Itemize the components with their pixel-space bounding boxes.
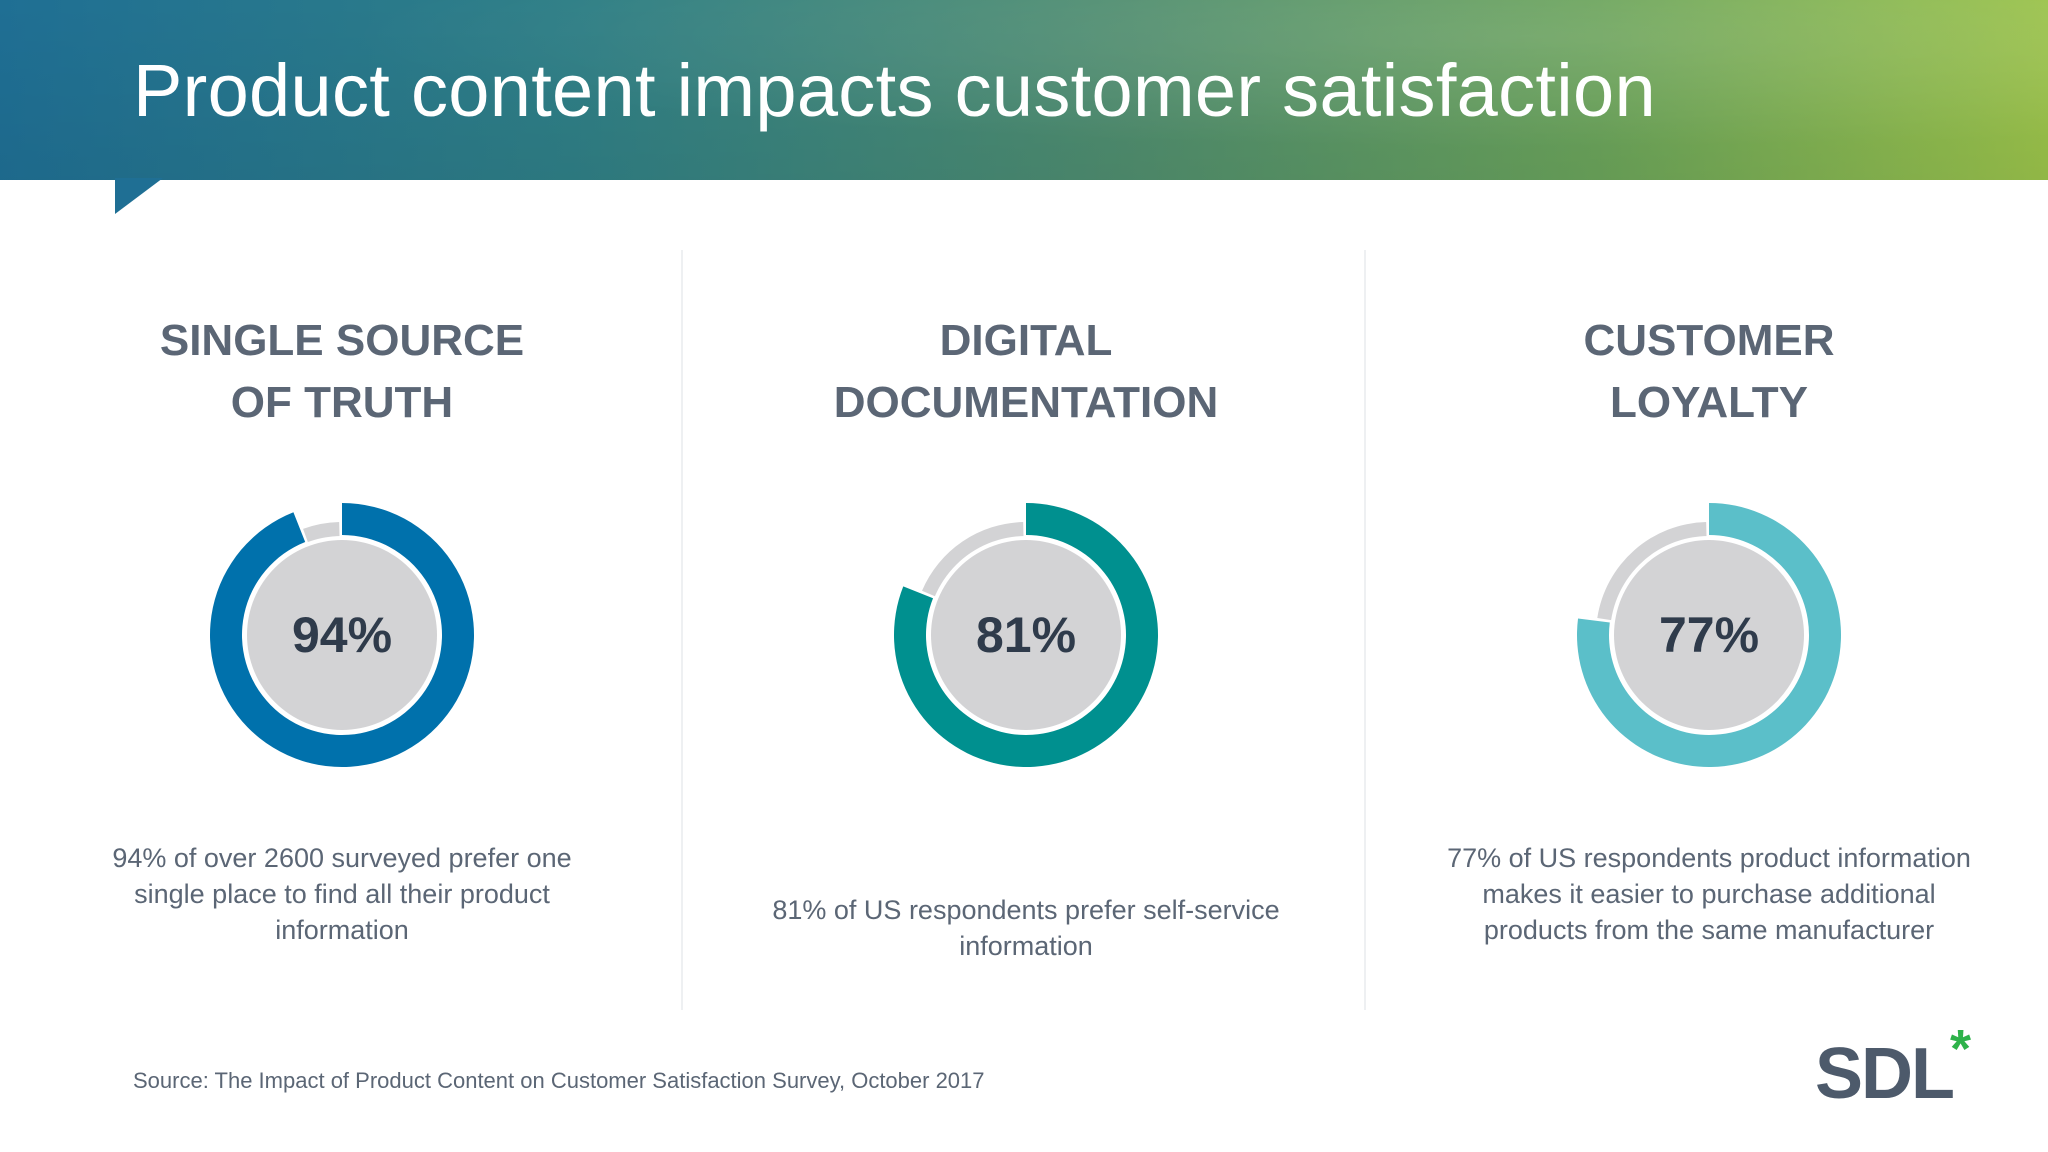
stat-column-digital-documentation: DIGITAL DOCUMENTATION 81% 81% of US resp… xyxy=(721,250,1331,1010)
donut-value-label: 77% xyxy=(1658,607,1760,663)
stat-heading: SINGLE SOURCE OF TRUTH xyxy=(159,316,525,427)
donut-value-label: 81% xyxy=(975,607,1077,663)
stat-description: 94% of over 2600 surveyed prefer one sin… xyxy=(112,843,572,945)
donut-center xyxy=(931,540,1121,730)
donut-chart: 94% xyxy=(207,500,477,770)
donut-value-label: 94% xyxy=(291,607,393,663)
stat-heading: CUSTOMER LOYALTY xyxy=(1583,316,1835,427)
source-note: Source: The Impact of Product Content on… xyxy=(133,1068,985,1093)
donut-chart: 81% xyxy=(891,500,1161,770)
column-divider xyxy=(681,250,683,1010)
donut-svg xyxy=(1577,503,1841,767)
donut-svg xyxy=(894,503,1158,767)
logo-text: SDL xyxy=(1815,1034,1955,1114)
stat-column-single-source: SINGLE SOURCE OF TRUTH 94% 94% of over 2… xyxy=(37,250,647,1010)
stat-heading: DIGITAL DOCUMENTATION xyxy=(833,316,1219,427)
donut-svg xyxy=(210,503,475,767)
sdl-logo: SDL * xyxy=(1815,1022,1990,1115)
donut-chart: 77% xyxy=(1574,500,1844,770)
header-notch xyxy=(115,178,163,214)
donut-center xyxy=(1614,540,1804,730)
column-divider xyxy=(1364,250,1366,1010)
logo-star-icon: * xyxy=(1950,1019,1972,1079)
stat-column-customer-loyalty: CUSTOMER LOYALTY 77% 77% of US responden… xyxy=(1404,250,2014,1010)
donut-center xyxy=(247,540,437,730)
stat-description: 81% of US respondents prefer self-servic… xyxy=(772,895,1280,961)
stat-description: 77% of US respondents product informatio… xyxy=(1447,843,1971,945)
page-title: Product content impacts customer satisfa… xyxy=(133,49,1656,132)
header-banner xyxy=(0,0,2048,180)
